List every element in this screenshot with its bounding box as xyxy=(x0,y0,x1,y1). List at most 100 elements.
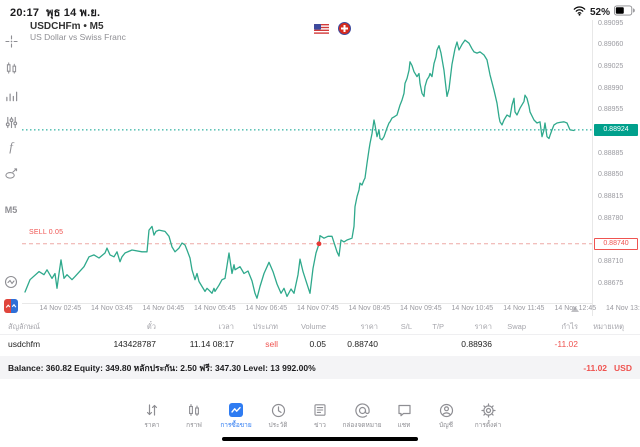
position-cell: 0.88936 xyxy=(461,338,492,349)
tab-settings[interactable]: การตั้งค่า xyxy=(467,399,509,435)
mailbox-icon xyxy=(354,402,370,418)
time-axis-label: 14 Nov 07:45 xyxy=(296,305,339,312)
column-header: T/P xyxy=(432,322,444,331)
tab-chart[interactable]: กราฟ xyxy=(173,399,215,435)
tab-accounts[interactable]: บัญชี xyxy=(425,399,467,435)
column-header: หมายเหตุ xyxy=(593,321,624,331)
tab-label: ราคา xyxy=(144,422,160,429)
trade-arrows-app-icon[interactable] xyxy=(0,298,22,314)
wifi-icon xyxy=(573,3,586,21)
tab-label: การซื้อขาย xyxy=(220,422,252,429)
timeframe-m5-button[interactable]: M5 xyxy=(4,205,18,215)
chart-type-candles-icon[interactable] xyxy=(0,60,22,76)
chart-header: USDCHFm • M5 US Dollar vs Swiss Franc xyxy=(30,21,126,42)
position-cell: sell xyxy=(265,338,278,349)
clock-time: 20:17 xyxy=(10,7,40,19)
crosshair-icon[interactable] xyxy=(0,33,22,49)
tab-label: บัญชี xyxy=(438,422,454,429)
account-summary-bar: Balance: 360.82 Equity: 349.80 หลักประกั… xyxy=(0,356,640,379)
us-flag-icon xyxy=(314,22,329,40)
tab-mailbox[interactable]: กล่องจดหมาย xyxy=(341,399,383,435)
column-header: เวลา xyxy=(218,321,234,331)
tab-trade[interactable]: การซื้อขาย xyxy=(215,399,257,435)
chat-support-icon[interactable] xyxy=(0,274,22,290)
time-axis-label: 14 Nov 11:45 xyxy=(503,305,545,312)
tab-label: การตั้งค่า xyxy=(474,422,502,429)
time-axis-label: 14 Nov 04:45 xyxy=(142,305,185,312)
tab-label: กล่องจดหมาย xyxy=(342,422,382,429)
price-axis-label: 0.88885 xyxy=(598,149,624,157)
swiss-flag-icon xyxy=(338,22,351,40)
floating-profit: -11.02 xyxy=(583,362,608,373)
time-axis: 14 Nov 02:45 14 Nov 03:45 14 Nov 04:45 14 N… xyxy=(0,303,640,316)
status-date: พุธ 14 พ.ย. xyxy=(46,7,101,19)
price-axis-label: 0.88710 xyxy=(598,257,624,265)
accounts-icon xyxy=(439,402,454,418)
chart-icon xyxy=(187,402,201,418)
chart-plot-area[interactable]: SELL 0.05 xyxy=(22,20,593,316)
home-indicator[interactable] xyxy=(222,437,418,441)
status-bar: 20:17 พุธ 14 พ.ย. 52% xyxy=(0,0,640,20)
column-header: กำไร xyxy=(561,321,578,331)
chart-settings-sliders-icon[interactable] xyxy=(0,114,22,130)
symbol-flags xyxy=(314,22,351,40)
news-icon xyxy=(313,402,327,418)
battery-icon xyxy=(614,3,635,21)
sell-position-line-label[interactable]: SELL 0.05 xyxy=(29,229,64,236)
price-axis-label: 0.88815 xyxy=(598,192,624,200)
functions-icon[interactable]: f xyxy=(9,139,13,154)
time-axis-label: 14 Nov 09:45 xyxy=(399,305,442,312)
price-axis[interactable]: 0.88924 0.88740 0.89095 0.89060 0.89025 0.8… xyxy=(592,20,640,316)
position-row[interactable]: usdchfm 143428787 11.14 08:17 sell 0.05 0.887… xyxy=(0,335,640,352)
objects-icon[interactable] xyxy=(0,165,22,181)
column-header: สัญลักษณ์ xyxy=(8,321,41,331)
battery-percent: 52% xyxy=(589,6,610,18)
time-axis-label: 14 Nov 10:45 xyxy=(451,305,494,312)
history-icon xyxy=(271,402,286,418)
price-axis-label: 0.89060 xyxy=(598,41,624,49)
price-axis-label: 0.88850 xyxy=(598,171,624,179)
column-header: ราคา xyxy=(474,321,492,331)
tab-label: ประวัติ xyxy=(268,422,288,429)
chat-icon xyxy=(397,402,412,418)
settings-icon xyxy=(480,402,496,418)
tab-label: กราฟ xyxy=(186,422,202,429)
profit-currency: USD xyxy=(614,362,632,373)
account-summary-text: Balance: 360.82 Equity: 349.80 หลักประกั… xyxy=(8,362,316,373)
position-cell: 0.05 xyxy=(309,338,326,349)
time-axis-label: 14 Nov 06:45 xyxy=(245,305,288,312)
column-header: ตั๋ว xyxy=(146,321,156,331)
column-header: S/L xyxy=(400,322,412,331)
price-axis-label: 0.89025 xyxy=(598,62,624,70)
tab-chat[interactable]: แชท xyxy=(383,399,425,435)
chart-toolbar: f M5 xyxy=(0,20,22,318)
symbol-timeframe-label: USDCHFm • M5 xyxy=(30,21,104,32)
trade-icon xyxy=(228,402,244,418)
price-axis-label: 0.88990 xyxy=(598,84,624,92)
current-price-tag: 0.88924 xyxy=(594,123,638,136)
indicators-icon[interactable] xyxy=(0,87,22,103)
tab-label: แชท xyxy=(397,422,411,429)
column-header: Swap xyxy=(507,322,526,331)
column-header: ราคา xyxy=(360,321,378,331)
time-axis-label: 14 Nov 03:45 xyxy=(90,305,133,312)
symbol-description: US Dollar vs Swiss Franc xyxy=(30,31,126,42)
time-axis-label: 14 Nov 13:45 xyxy=(605,305,640,312)
time-axis-label: 14 Nov 08:45 xyxy=(348,305,391,312)
time-axis-label: 14 Nov 02:45 xyxy=(39,305,82,312)
tab-news[interactable]: ข่าว xyxy=(299,399,341,435)
bottom-tab-bar: ราคา กราฟ การซื้อขาย ประวัติ ข่าว กล่องจดหมาย… xyxy=(0,399,640,435)
tab-quotes[interactable]: ราคา xyxy=(131,399,173,435)
positions-table: สัญลักษณ์ ตั๋ว เวลา ประเภท Volume ราคา S/L T/P ร… xyxy=(0,319,640,352)
column-header: ประเภท xyxy=(252,321,278,331)
position-cell: -11.02 xyxy=(554,338,578,349)
positions-table-header: สัญลักษณ์ ตั๋ว เวลา ประเภท Volume ราคา S/L T/P ร… xyxy=(0,319,640,335)
tab-history[interactable]: ประวัติ xyxy=(257,399,299,435)
position-cell: 143428787 xyxy=(113,338,156,349)
column-header: Volume xyxy=(300,322,326,331)
price-axis-label: 0.88675 xyxy=(598,279,624,287)
position-cell: 11.14 08:17 xyxy=(189,338,234,349)
price-axis-label: 0.88780 xyxy=(598,214,624,222)
tab-label: ข่าว xyxy=(314,422,326,429)
